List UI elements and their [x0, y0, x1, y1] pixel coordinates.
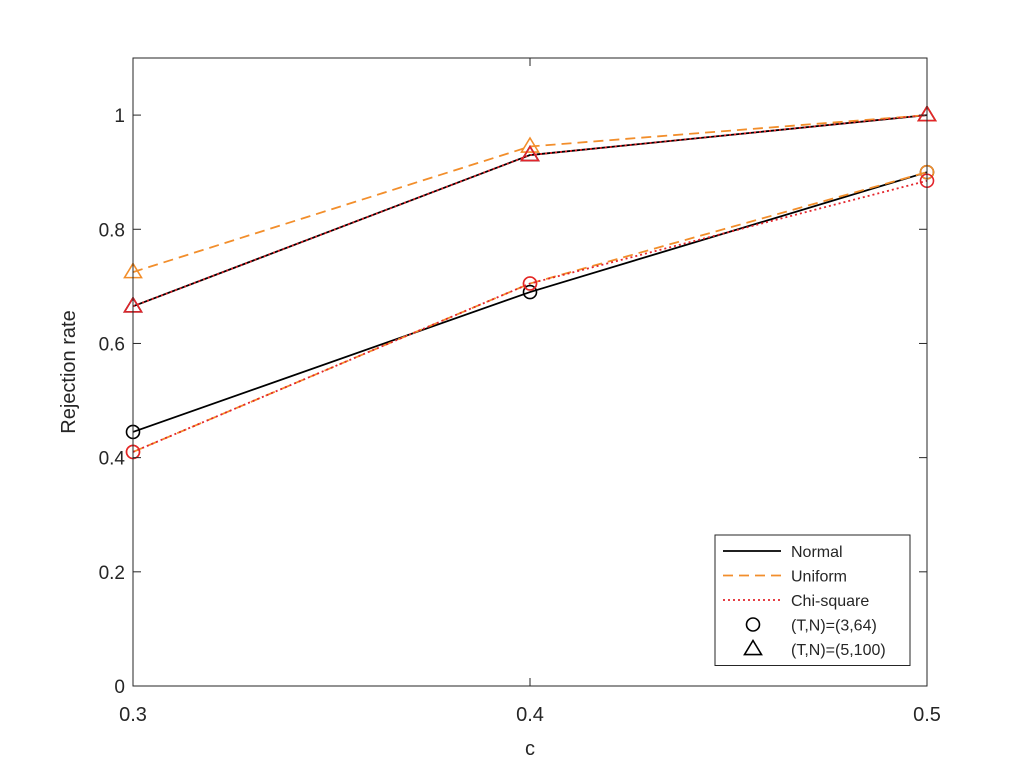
data-point [520, 136, 540, 153]
y-tick-label: 0.6 [99, 334, 125, 355]
legend-label: (T,N)=(3,64) [791, 618, 877, 635]
legend-entry-t-n-3-64: (T,N)=(3,64) [745, 617, 877, 635]
x-tick-label: 0.5 [913, 704, 941, 726]
legend-label: (T,N)=(5,100) [791, 642, 886, 659]
legend-box [714, 534, 911, 666]
series-line [132, 171, 928, 433]
y-tick-label: 0.8 [99, 220, 125, 241]
series-layer [123, 105, 937, 460]
series-line [132, 171, 928, 453]
y-axis-label: Rejection rate [58, 310, 80, 433]
legend-marker-swatch [745, 617, 761, 632]
legend: Normal Uniform Chi-square (T,N)=(3,64) (T,N)… [714, 534, 911, 666]
legend-entry-t-n-5-100: (T,N)=(5,100) [743, 638, 886, 659]
data-point [520, 145, 540, 162]
legend-entry-chi-square: Chi-square [723, 593, 869, 610]
y-tick-label: 0.2 [99, 563, 125, 584]
data-point [522, 284, 538, 300]
legend-marker-swatch [743, 638, 763, 656]
y-tick-label: 0.4 [99, 449, 126, 470]
y-tick-label: 0 [114, 677, 125, 698]
x-tick-label: 0.3 [119, 704, 147, 726]
y-tick-label: 1 [114, 106, 125, 127]
x-tick-label: 0.4 [516, 704, 544, 726]
x-axis-label: c [525, 738, 535, 760]
ticks-layer: 0 0.2 0.4 0.6 0.8 1 0.3 0.4 0.5 [99, 58, 941, 726]
data-point [522, 276, 538, 291]
legend-label: Normal [791, 544, 843, 561]
legend-entry-uniform: Uniform [723, 569, 847, 586]
legend-label: Chi-square [791, 593, 869, 610]
legend-label: Uniform [791, 569, 847, 586]
series-line [132, 179, 928, 453]
legend-entry-normal: Normal [723, 544, 843, 561]
series-line [132, 114, 928, 308]
